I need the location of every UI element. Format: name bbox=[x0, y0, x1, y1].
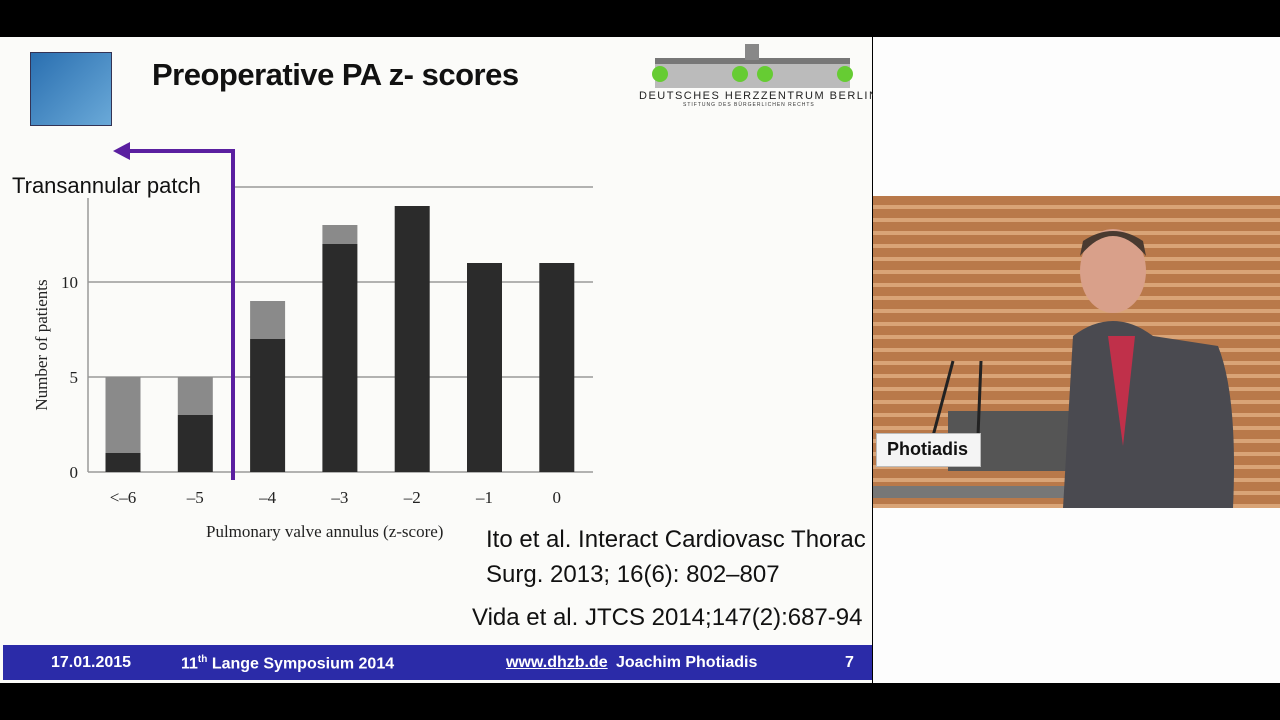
bar-segment bbox=[250, 301, 286, 339]
reference-1a: Ito et al. Interact Cardiovasc Thorac bbox=[486, 526, 866, 553]
footer-url[interactable]: www.dhzb.de bbox=[506, 654, 608, 671]
lung-image-icon bbox=[30, 52, 112, 126]
x-tick-label: –1 bbox=[475, 488, 493, 507]
reference-1b: Surg. 2013; 16(6): 802–807 bbox=[486, 561, 780, 588]
slide: Preoperative PA z- scores DEUTSCHES HERZ… bbox=[0, 37, 887, 683]
event-sup: th bbox=[197, 654, 208, 665]
bar-segment bbox=[177, 377, 213, 415]
y-tick-label: 10 bbox=[61, 273, 78, 292]
slide-title: Preoperative PA z- scores bbox=[152, 57, 519, 92]
footer-author: Joachim Photiadis bbox=[616, 654, 758, 671]
transannular-arrow bbox=[125, 149, 235, 480]
bar-segment bbox=[539, 263, 575, 472]
x-axis-label: Pulmonary valve annulus (z-score) bbox=[206, 522, 443, 541]
reference-2: Vida et al. JTCS 2014;147(2):687-94 bbox=[472, 604, 863, 631]
footer-date: 17.01.2015 bbox=[51, 654, 132, 671]
slide-footer: 17.01.2015 11th Lange Symposium 2014 www… bbox=[3, 645, 872, 680]
arrow-head-icon bbox=[113, 142, 130, 160]
footer-page: 7 bbox=[845, 654, 854, 671]
footer-event: 11th Lange Symposium 2014 bbox=[181, 654, 394, 673]
bar-segment bbox=[467, 263, 502, 472]
hospital-building-icon bbox=[652, 44, 853, 88]
x-tick-label: 0 bbox=[553, 488, 562, 507]
bar-segment bbox=[177, 415, 213, 472]
speaker-figure bbox=[873, 229, 1234, 508]
event-number: 11 bbox=[181, 655, 198, 673]
y-axis-label: Number of patients bbox=[32, 279, 51, 410]
bar-segment bbox=[105, 377, 141, 453]
y-tick-label: 0 bbox=[70, 463, 79, 482]
speaker-name-label: Photiadis bbox=[876, 433, 981, 467]
logo-subtext: STIFTUNG DES BÜRGERLICHEN RECHTS bbox=[683, 102, 815, 108]
bar-segment bbox=[322, 225, 358, 244]
dhzb-logo: DEUTSCHES HERZZENTRUM BERLIN® STIFTUNG D… bbox=[635, 42, 887, 108]
bar-segment bbox=[394, 206, 430, 472]
x-tick-label: –4 bbox=[258, 488, 277, 507]
x-tick-label: –2 bbox=[403, 488, 421, 507]
bar-chart: 0 5 10 <–6 –5 –4 –3 –2 –1 0 Pulmonary valve annulu… bbox=[32, 142, 593, 541]
bar-segment bbox=[322, 244, 358, 472]
x-tick-label: <–6 bbox=[110, 488, 137, 507]
y-tick-label: 5 bbox=[70, 368, 79, 387]
transannular-patch-label: Transannular patch bbox=[12, 173, 201, 198]
x-tick-label: –3 bbox=[330, 488, 348, 507]
bar-segment bbox=[105, 453, 141, 472]
logo-text: DEUTSCHES HERZZENTRUM BERLIN® bbox=[639, 90, 889, 102]
event-name: Lange Symposium 2014 bbox=[207, 655, 395, 673]
x-tick-label: –5 bbox=[186, 488, 204, 507]
bar-segment bbox=[250, 339, 286, 472]
